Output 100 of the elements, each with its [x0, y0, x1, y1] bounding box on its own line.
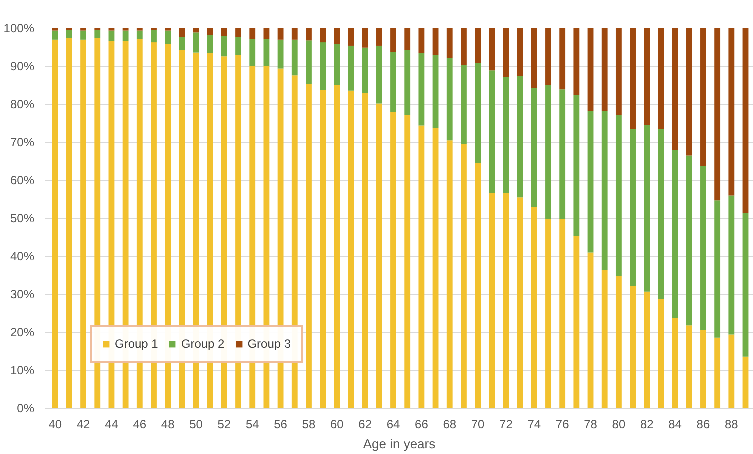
bar — [136, 30, 143, 40]
bar — [446, 140, 453, 408]
bar — [404, 116, 411, 408]
bar — [348, 46, 354, 91]
x-tick-label: 66 — [415, 418, 429, 432]
bar — [686, 326, 692, 408]
x-tick-label: 88 — [724, 418, 739, 432]
legend-label: Group 3 — [248, 337, 292, 351]
bar — [588, 28, 594, 111]
bar — [602, 111, 608, 270]
bar — [475, 63, 482, 164]
bar — [644, 292, 650, 408]
x-tick-label: 82 — [640, 418, 654, 432]
bar — [278, 40, 284, 69]
bar — [700, 330, 706, 408]
bar — [630, 28, 636, 130]
bar — [122, 30, 129, 42]
bar — [728, 28, 735, 196]
bar — [348, 28, 354, 46]
y-tick-label: 90% — [10, 60, 35, 74]
bar — [560, 219, 566, 408]
bar — [418, 126, 425, 408]
bar — [52, 30, 58, 40]
bar — [546, 85, 552, 220]
bar — [461, 65, 467, 144]
x-tick-label: 44 — [105, 418, 119, 432]
bar — [165, 44, 172, 408]
bar — [292, 40, 298, 76]
bar — [700, 166, 706, 330]
bar — [334, 86, 340, 408]
x-tick-label: 74 — [528, 418, 542, 432]
bar — [165, 30, 172, 44]
bar — [250, 39, 256, 66]
bar — [94, 30, 101, 38]
bar — [658, 299, 664, 408]
x-tick-label: 80 — [612, 418, 626, 432]
bar — [221, 28, 228, 36]
bar — [207, 28, 214, 36]
bar — [264, 39, 270, 66]
bar — [714, 28, 721, 201]
bar — [658, 129, 664, 300]
bar — [630, 286, 636, 408]
bar — [334, 28, 340, 44]
bar — [531, 28, 538, 88]
bar — [686, 28, 692, 156]
bar — [236, 28, 242, 38]
x-tick-label: 40 — [48, 418, 62, 432]
x-tick-label: 64 — [386, 418, 401, 432]
x-tick-label: 46 — [133, 418, 147, 432]
y-tick-label: 80% — [10, 98, 35, 112]
y-tick-label: 70% — [10, 136, 35, 150]
bar — [546, 219, 552, 408]
x-tick-label: 54 — [246, 418, 260, 432]
y-tick-label: 60% — [10, 174, 35, 188]
bar — [320, 90, 326, 408]
bar — [503, 28, 510, 78]
bar — [334, 44, 340, 86]
bar — [151, 42, 157, 408]
y-tick-label: 100% — [4, 22, 35, 36]
bar — [390, 28, 396, 52]
bar — [80, 40, 86, 408]
bar — [644, 28, 650, 126]
bar — [446, 58, 453, 141]
bar — [588, 252, 594, 408]
bar — [432, 55, 439, 128]
y-tick-label: 0% — [17, 402, 35, 416]
bar — [517, 28, 524, 76]
bar — [546, 28, 552, 86]
bar — [250, 28, 256, 40]
bar — [531, 88, 538, 208]
bar — [728, 196, 735, 335]
bar — [207, 35, 214, 54]
bar — [418, 53, 425, 126]
bar — [616, 28, 622, 116]
bar — [390, 52, 396, 112]
bar — [193, 32, 200, 53]
bar — [658, 28, 664, 130]
bar — [306, 84, 312, 408]
y-tick-label: 40% — [10, 250, 35, 264]
bar — [742, 28, 749, 214]
bar — [376, 28, 382, 46]
x-tick-label: 60 — [330, 418, 344, 432]
bar — [700, 28, 706, 166]
bar — [714, 338, 721, 408]
x-tick-label: 58 — [302, 418, 316, 432]
bar — [742, 356, 749, 408]
bar — [503, 78, 510, 194]
x-tick-label: 68 — [443, 418, 457, 432]
bar — [362, 93, 368, 408]
x-tick-label: 48 — [161, 418, 176, 432]
bar — [432, 128, 439, 408]
bar — [672, 318, 678, 408]
bar — [531, 207, 538, 408]
y-tick-label: 10% — [10, 364, 35, 378]
bar — [446, 28, 453, 58]
bar — [489, 70, 496, 194]
bar — [179, 37, 186, 50]
bar — [560, 90, 566, 220]
x-tick-label: 72 — [500, 418, 514, 432]
bar — [616, 116, 622, 276]
